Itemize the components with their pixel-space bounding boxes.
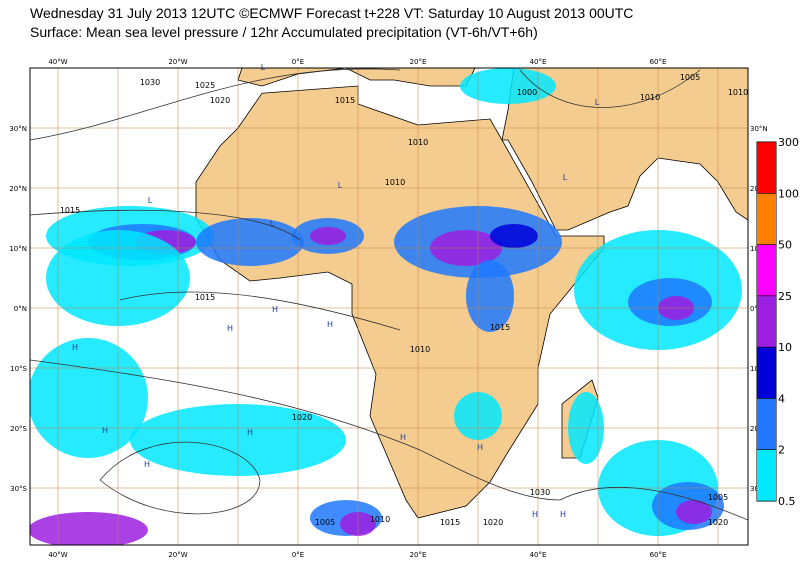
precip-area — [196, 218, 304, 266]
precip-area — [676, 500, 712, 524]
colorbar-label: 100 — [778, 187, 799, 200]
pressure-center: L — [338, 181, 343, 190]
lon-label: 20°W — [168, 551, 187, 559]
isobar-label: 1010 — [370, 515, 390, 524]
colorbar-label: 25 — [778, 290, 792, 303]
lat-label: 20°N — [9, 185, 27, 193]
land — [237, 68, 476, 87]
isobar-label: 1015 — [335, 96, 355, 105]
isobar-label: 1030 — [530, 488, 550, 497]
lat-label: 30°N — [750, 125, 768, 133]
precip-area — [466, 260, 514, 332]
isobar — [30, 359, 561, 501]
lon-label: 40°E — [530, 58, 547, 66]
isobar-label: 1000 — [517, 88, 537, 97]
lon-label: 40°W — [48, 551, 67, 559]
isobar-label: 1020 — [292, 413, 312, 422]
isobar-label: 1015 — [195, 293, 215, 302]
colorbar-band — [757, 193, 776, 245]
pressure-center: L — [595, 98, 600, 107]
pressure-center: H — [144, 460, 150, 469]
lon-label: 60°E — [650, 58, 667, 66]
lon-label: 20°W — [168, 58, 187, 66]
lon-label: 40°E — [530, 551, 547, 559]
isobar-label: 1015 — [60, 206, 80, 215]
lon-label: 20°E — [410, 551, 427, 559]
precip-area — [30, 512, 148, 545]
colorbar-label: 2 — [778, 444, 785, 457]
colorbar-band — [757, 398, 776, 450]
isobar-label: 1020 — [210, 96, 230, 105]
pressure-center: H — [327, 320, 333, 329]
title: Wednesday 31 July 2013 12UTC ©ECMWF Fore… — [30, 5, 634, 21]
isobar-label: 1025 — [195, 81, 215, 90]
isobar-label: 1020 — [708, 518, 728, 527]
pressure-center: L — [148, 196, 153, 205]
colorbar-band — [757, 449, 776, 501]
isobar — [99, 441, 261, 515]
colorbar-band — [757, 295, 776, 348]
lat-label: 10°S — [10, 365, 27, 373]
colorbar-band — [757, 347, 776, 399]
pressure-center: L — [270, 219, 275, 228]
isobar — [559, 487, 748, 521]
lat-label: 10°N — [9, 245, 27, 253]
lat-label: 30°S — [10, 485, 27, 493]
lat-label: 30°N — [9, 125, 27, 133]
isobar-label: 1020 — [483, 518, 503, 527]
isobar-label: 1005 — [708, 493, 728, 502]
map-layer — [30, 68, 748, 545]
colorbar-band — [757, 142, 776, 194]
lon-label: 60°E — [650, 551, 667, 559]
lat-label: 20°S — [10, 425, 27, 433]
isobar-label: 1010 — [410, 345, 430, 354]
isobar-label: 1010 — [728, 88, 748, 97]
isobar-label: 1015 — [440, 518, 460, 527]
colorbar-label: 0.5 — [778, 495, 796, 508]
isobar-label: 1005 — [680, 73, 700, 82]
map-frame — [29, 67, 749, 546]
colorbar-label: 300 — [778, 136, 799, 149]
isobar-label: 1010 — [408, 138, 428, 147]
precip-area — [460, 68, 556, 104]
lon-label: 20°E — [410, 58, 427, 66]
colorbar-band — [757, 244, 776, 296]
isobar — [119, 291, 401, 331]
pressure-center: H — [227, 324, 233, 333]
colorbar-label: 50 — [778, 239, 792, 252]
precip-area — [490, 224, 538, 248]
lon-label: 40°W — [48, 58, 67, 66]
isobar — [30, 209, 301, 241]
pressure-center: H — [560, 510, 566, 519]
lon-label: 0°E — [292, 58, 304, 66]
pressure-center: H — [102, 426, 108, 435]
pressure-center: H — [247, 428, 253, 437]
colorbar-label: 4 — [778, 392, 785, 405]
precip-area — [310, 227, 346, 245]
isobar — [30, 68, 401, 141]
pressure-center: H — [477, 443, 483, 452]
lat-label: 0°N — [750, 305, 763, 313]
subtitle: Surface: Mean sea level pressure / 12hr … — [30, 24, 538, 40]
isobar-label: 1005 — [315, 518, 335, 527]
pressure-center: H — [72, 343, 78, 352]
pressure-center: H — [400, 433, 406, 442]
isobar-label: 1030 — [140, 78, 160, 87]
lon-label: 0°E — [292, 551, 304, 559]
isobar — [519, 69, 701, 108]
isobar-label: 1010 — [640, 93, 660, 102]
isobar-label: 1010 — [385, 178, 405, 187]
pressure-center: L — [563, 173, 568, 182]
lat-label: 0°N — [14, 305, 27, 313]
isobar-label: 1015 — [490, 323, 510, 332]
pressure-center: H — [272, 305, 278, 314]
colorbar-label: 10 — [778, 341, 792, 354]
pressure-center: H — [532, 510, 538, 519]
